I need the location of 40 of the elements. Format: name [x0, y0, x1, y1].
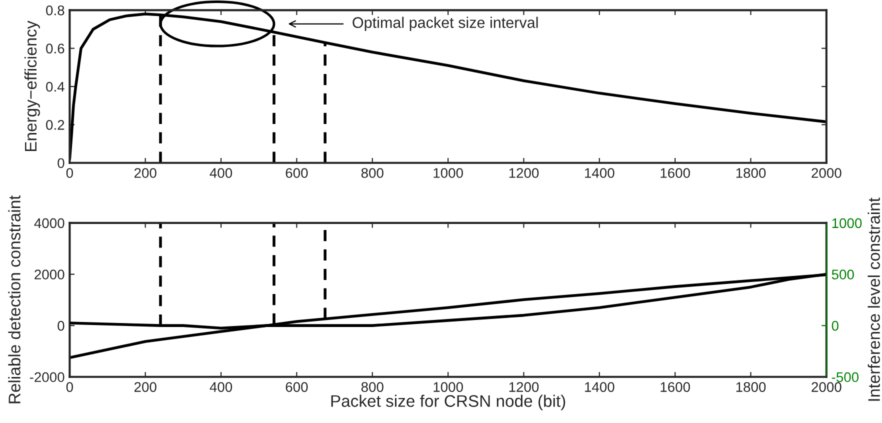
x-tick-label: 1200 [509, 382, 539, 392]
annotation: Optimal packet size interval [352, 16, 538, 32]
x-tick-label: 0 [66, 382, 73, 392]
y-tick-label: -2000 [30, 372, 64, 382]
x-tick-label: 600 [286, 382, 308, 392]
y2-tick-label: 1000 [832, 218, 862, 228]
x-tick-label: 200 [134, 168, 156, 178]
y-tick-label: 0.8 [46, 5, 64, 16]
x-tick-label: 600 [286, 168, 308, 178]
x-tick-label: 800 [361, 382, 384, 392]
x-axis-title: Packet size for CRSN node (bit) [331, 394, 566, 410]
y-tick-label: 2000 [34, 270, 64, 280]
x-tick-label: 2000 [812, 382, 842, 392]
x-tick-label: 800 [361, 168, 384, 178]
x-tick-label: 1600 [660, 168, 690, 178]
y2-tick-label: -500 [832, 372, 859, 382]
x-tick-label: 400 [210, 382, 232, 392]
y-tick-label: 0 [58, 158, 64, 168]
x-tick-label: 1800 [736, 382, 766, 392]
x-tick-label: 1400 [585, 382, 614, 392]
y-tick-label: 0.6 [46, 44, 64, 54]
x-tick-label: 400 [210, 168, 232, 178]
y2-axis-title: Interference level constraint [868, 198, 880, 401]
x-tick-label: 2000 [812, 168, 842, 178]
x-tick-label: 1200 [509, 168, 539, 178]
y-tick-label: 4000 [34, 218, 64, 228]
y-axis-title: Energy−efficiency [24, 20, 40, 151]
y-tick-label: 0 [58, 320, 64, 331]
x-tick-label: 1000 [434, 382, 463, 392]
y-tick-label: 0.4 [46, 82, 64, 92]
x-tick-label: 200 [134, 382, 156, 392]
y-axis-title: Reliable detection constraint [8, 195, 20, 404]
y-tick-label: 0.2 [46, 120, 64, 130]
x-tick-label: 1400 [585, 168, 614, 178]
x-tick-label: 1000 [434, 168, 463, 178]
x-tick-label: 1800 [736, 168, 766, 178]
x-tick-label: 0 [66, 168, 73, 178]
x-tick-label: 1600 [660, 382, 690, 392]
y2-tick-label: 500 [832, 270, 854, 280]
y2-tick-label: 0 [832, 320, 838, 331]
